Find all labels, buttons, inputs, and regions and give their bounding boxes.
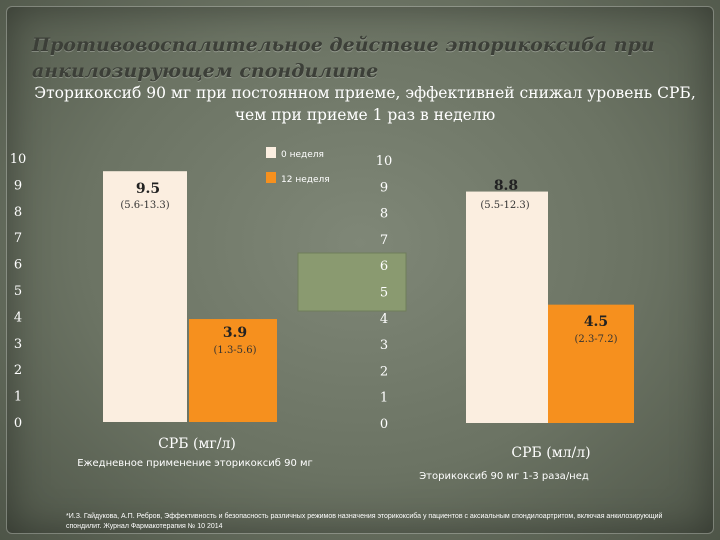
bar-value-label: 8.8 bbox=[494, 178, 518, 194]
chart-right: 0 1 2 3 4 5 6 7 8 9 10 8.8 4.5 (5.5-12.3) (2.3-7.2) СРБ… bbox=[376, 154, 634, 482]
y-tick-label: 2 bbox=[380, 364, 388, 379]
y-tick-label: 2 bbox=[14, 363, 22, 378]
y-tick-label: 7 bbox=[14, 231, 22, 246]
bar-range-label: (2.3-7.2) bbox=[575, 334, 618, 345]
y-tick-label: 7 bbox=[380, 233, 388, 248]
bar-value-label: 3.9 bbox=[223, 325, 247, 341]
y-tick-label: 3 bbox=[14, 337, 22, 352]
y-tick-label: 1 bbox=[14, 390, 22, 405]
legend-label-week12: 12 неделя bbox=[281, 175, 330, 185]
bar-week12 bbox=[548, 304, 634, 423]
footnote: *И.З. Гайдукова, А.П. Ребров, Эффективно… bbox=[66, 513, 663, 530]
bar-range-label: (1.3-5.6) bbox=[214, 345, 257, 356]
y-tick-label: 1 bbox=[380, 391, 388, 406]
y-tick-label: 4 bbox=[380, 312, 388, 327]
axis-label: СРБ (мг/л) bbox=[158, 436, 236, 452]
bar-value-label: 9.5 bbox=[136, 181, 160, 197]
y-tick-label: 10 bbox=[376, 154, 393, 169]
legend-label-week0: 0 неделя bbox=[281, 150, 324, 160]
legend-backdrop bbox=[297, 252, 407, 312]
y-tick-label: 8 bbox=[380, 207, 388, 222]
y-tick-label: 8 bbox=[14, 205, 22, 220]
bar-week0 bbox=[466, 191, 548, 423]
slide-title: Противовоспалительное действие эторикокс… bbox=[32, 34, 655, 82]
legend-swatch-week0 bbox=[266, 147, 276, 158]
chart-caption: Эторикоксиб 90 мг 1-3 раза/нед bbox=[419, 471, 589, 482]
y-tick-label: 5 bbox=[14, 284, 22, 299]
bar-range-label: (5.5-12.3) bbox=[480, 200, 529, 211]
slide-frame bbox=[6, 6, 714, 534]
y-tick-label: 6 bbox=[380, 259, 388, 274]
y-tick-label: 4 bbox=[14, 310, 22, 325]
y-tick-label: 6 bbox=[14, 258, 22, 273]
slide-subtitle: Эторикоксиб 90 мг при постоянном приеме,… bbox=[34, 84, 696, 124]
legend: 0 неделя 12 неделя bbox=[266, 147, 330, 185]
bar-week12 bbox=[189, 319, 277, 422]
bar-value-label: 4.5 bbox=[584, 314, 608, 330]
bar-week0 bbox=[103, 171, 187, 422]
y-tick-label: 0 bbox=[14, 416, 22, 431]
y-tick-label: 9 bbox=[380, 180, 388, 195]
y-tick-label: 10 bbox=[10, 152, 27, 167]
legend-swatch-week12 bbox=[266, 172, 276, 183]
y-tick-label: 5 bbox=[380, 286, 388, 301]
chart-caption: Ежедневное применение эторикоксиб 90 мг bbox=[77, 458, 313, 469]
axis-label: СРБ (мл/л) bbox=[511, 445, 590, 461]
y-tick-label: 0 bbox=[380, 417, 388, 432]
y-tick-label: 3 bbox=[380, 338, 388, 353]
y-tick-label: 9 bbox=[14, 178, 22, 193]
bar-range-label: (5.6-13.3) bbox=[120, 200, 169, 211]
chart-left: 0 1 2 3 4 5 6 7 8 9 10 9.5 3.9 (5.6-13.3) (1.3-5.6) СРБ… bbox=[10, 152, 313, 469]
